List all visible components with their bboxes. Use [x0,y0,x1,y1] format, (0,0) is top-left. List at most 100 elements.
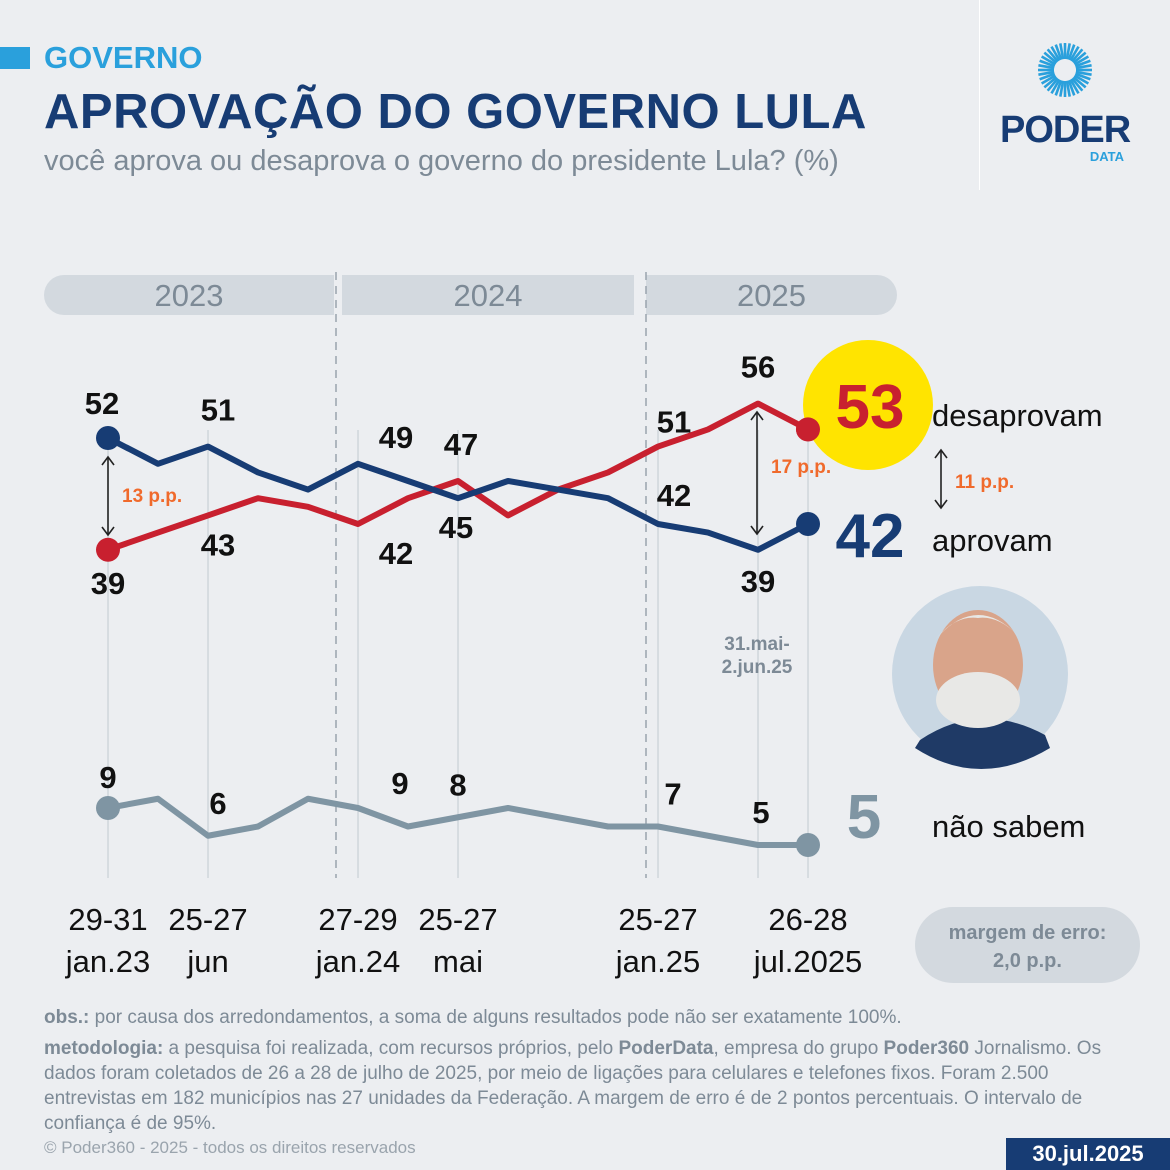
met-text: a pesquisa foi realizada, com recursos p… [163,1038,619,1059]
sun-ray [1054,44,1063,61]
undecided-value-label: 5 [752,795,769,830]
photo-suit [915,718,1050,769]
final-undecided-value: 5 [847,783,881,852]
sun-ray [1059,43,1065,60]
disapprove-value-label: 39 [91,566,125,601]
x-tick-label: 27-29 [318,902,397,937]
x-tick-label: 25-27 [418,902,497,937]
year-band-fill [309,275,334,315]
sun-ray [1075,70,1092,76]
year-band [44,275,334,315]
series-label-undecided: não sabem [932,809,1085,844]
met-text: , empresa do grupo [713,1038,884,1059]
year-band [646,275,897,315]
approve-point [796,512,820,536]
sun-ray [1074,72,1091,81]
sun-ray [1038,64,1055,70]
sun-ray [1046,48,1059,63]
arrow-head-icon [934,448,948,459]
disapprove-end-point [796,417,820,442]
undecided-point [796,833,820,857]
disapprove-value-label: 43 [201,527,235,562]
undecided-value-label: 9 [391,766,408,801]
sun-ray [1073,74,1090,85]
sun-ray [1072,76,1087,89]
year-label: 2023 [155,278,224,313]
met-label: metodologia: [44,1038,164,1059]
x-tick-label: 25-27 [618,902,697,937]
year-band-fill [646,275,671,315]
margin-of-error-badge: margem de erro: 2,0 p.p. [915,907,1140,983]
approve-value-label: 52 [85,386,119,421]
highlight-circle [803,340,933,470]
sun-ray [1065,80,1071,97]
sun-ray [1050,45,1061,62]
margin-value: 2,0 p.p. [993,950,1062,972]
x-tick-label: 26-28 [768,902,847,937]
disapprove-value-label: 56 [741,350,775,385]
point-note: 2.jun.25 [722,657,793,678]
sun-ray [1038,70,1055,76]
disapprove-value-label: 51 [657,405,691,440]
obs-label: obs.: [44,1007,90,1028]
sun-ray [1050,78,1061,95]
met-text: Jornalismo. Os dados foram coletados de … [44,1038,1102,1134]
obs-note: obs.: por causa dos arredondamentos, a s… [44,1005,1134,1030]
copyright: © Poder360 - 2025 - todos os direitos re… [44,1138,416,1157]
sun-ray [1040,74,1057,85]
section-bar [0,47,30,69]
logo-word: PODER [1000,109,1131,151]
poderdata-logo: PODER DATA [1000,40,1131,164]
gap-label: 11 p.p. [955,472,1014,493]
sunburst-logo-icon [1038,43,1092,97]
x-tick-label: jul.2025 [753,944,863,979]
sun-ray [1067,44,1076,61]
year-label: 2024 [454,278,523,313]
sun-ray [1046,77,1059,92]
x-tick-label: 25-27 [168,902,247,937]
met-bold: PoderData [618,1038,714,1059]
gap-label: 13 p.p. [122,486,182,507]
notes: obs.: por causa dos arredondamentos, a s… [44,1005,1134,1142]
sun-ray [1059,80,1065,97]
sun-ray [1071,48,1084,63]
margin-label: margem de erro: [948,922,1107,944]
sun-ray [1074,59,1091,68]
disapprove-value-label: 42 [379,536,413,571]
point-note: 31.mai- [724,634,789,655]
undecided-value-label: 6 [209,786,226,821]
approve-value-label: 51 [201,393,235,428]
year-band [342,275,634,315]
sun-ray [1072,51,1087,64]
section-text: GOVERNO [44,40,203,75]
series-label-disapprove: desaprovam [932,398,1103,433]
photo-hair [935,615,1022,640]
publish-date: 30.jul.2025 [1006,1138,1170,1170]
page-subtitle: você aprova ou desaprova o governo do pr… [44,145,839,177]
page-title: APROVAÇÃO DO GOVERNO LULA [44,85,867,139]
sun-ray [1075,64,1092,70]
sun-ray [1069,45,1080,62]
undecided-value-label: 9 [99,760,116,795]
undecided-point [96,796,120,820]
approve-point [96,426,120,450]
obs-text: por causa dos arredondamentos, a soma de… [89,1007,902,1028]
sun-ray [1069,78,1080,95]
approve-value-label: 39 [741,564,775,599]
sun-ray [1065,43,1071,60]
arrow-head-icon [101,455,115,466]
met-bold: Poder360 [883,1038,970,1059]
arrow-head-icon [750,410,764,421]
photo-beard [936,672,1020,728]
x-tick-label: jun [186,944,228,979]
year-label: 2025 [737,278,806,313]
sun-ray [1039,72,1056,81]
x-tick-label: jan.25 [615,944,700,979]
methodology-note: metodologia: a pesquisa foi realizada, c… [44,1036,1134,1136]
lula-photo [892,586,1068,769]
sun-ray [1043,76,1058,89]
sun-ray [1054,79,1063,96]
sun-ray [1071,77,1084,92]
undecided-value-label: 8 [449,767,466,802]
